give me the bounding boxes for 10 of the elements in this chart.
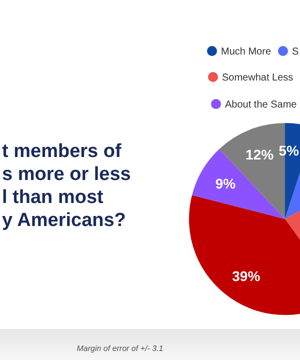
data-label: 9% <box>215 176 236 192</box>
data-label: 12% <box>246 146 274 163</box>
data-label: 39% <box>232 268 261 284</box>
legend-label: S <box>292 46 299 58</box>
text: t members of s more or less l than most y Americans? <box>2 141 131 231</box>
text: Margin of error of +/- 3.1 <box>76 344 164 353</box>
data-label: 5% <box>278 142 300 159</box>
legend-label: Somewhat Less <box>222 72 294 84</box>
legend-label: About the Same <box>225 100 298 110</box>
legend-label: Much More <box>221 46 272 58</box>
